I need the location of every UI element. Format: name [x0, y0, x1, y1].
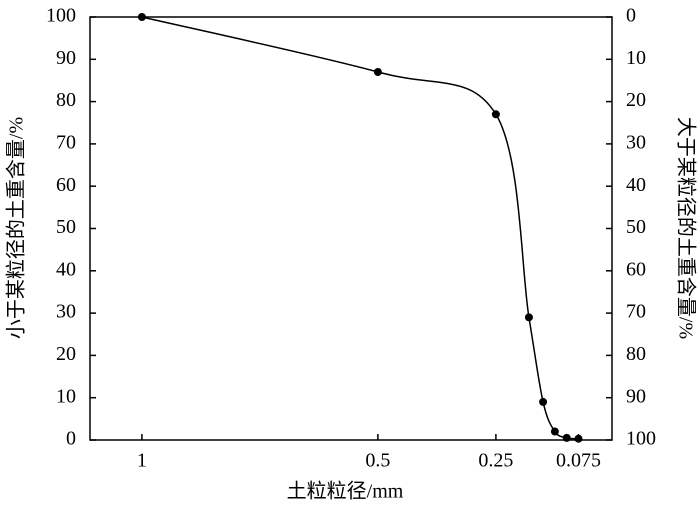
y2-tick-label: 90 [626, 385, 646, 407]
y-tick-label: 100 [46, 5, 76, 27]
y2-tick-label: 0 [626, 5, 636, 27]
point [491, 110, 500, 119]
plot-frame [89, 16, 613, 441]
y2-tick-label: 10 [626, 47, 646, 69]
y2-tick-label: 80 [626, 343, 646, 365]
y-tick-label: 10 [56, 385, 76, 407]
x-axis-label: 土粒粒径/mm [287, 480, 404, 503]
y2-tick-label: 50 [626, 216, 646, 238]
y2-tick-label: 40 [626, 174, 646, 196]
point [550, 427, 559, 436]
y-tick-label: 50 [56, 216, 76, 238]
y2-tick-label: 60 [626, 258, 646, 280]
x-tick-label: 0.075 [556, 450, 601, 472]
y-tick-label: 0 [66, 428, 76, 450]
point [562, 433, 571, 442]
point [574, 434, 583, 443]
y2-axis-label: 大于某粒径的土重含量/% [674, 117, 697, 339]
point [137, 13, 146, 21]
point [539, 397, 548, 406]
y-tick-label: 60 [56, 174, 76, 196]
point [524, 313, 533, 322]
curve [141, 16, 579, 440]
y2-tick-label: 70 [626, 301, 646, 323]
y-tick-label: 30 [56, 301, 76, 323]
y-tick-label: 80 [56, 89, 76, 111]
x-tick-label: 1 [137, 450, 147, 472]
x-tick-label: 0.5 [365, 450, 390, 472]
y2-tick-label: 100 [626, 428, 656, 450]
x-tick-label: 0.25 [478, 450, 513, 472]
y-axis-label: 小于某粒径的土重含量/% [5, 117, 28, 339]
y2-tick-label: 30 [626, 131, 646, 153]
point [373, 67, 382, 76]
y-tick-label: 40 [56, 258, 76, 280]
y-tick-label: 90 [56, 47, 76, 69]
y-tick-label: 20 [56, 343, 76, 365]
y2-tick-label: 20 [626, 89, 646, 111]
y-tick-label: 70 [56, 131, 76, 153]
